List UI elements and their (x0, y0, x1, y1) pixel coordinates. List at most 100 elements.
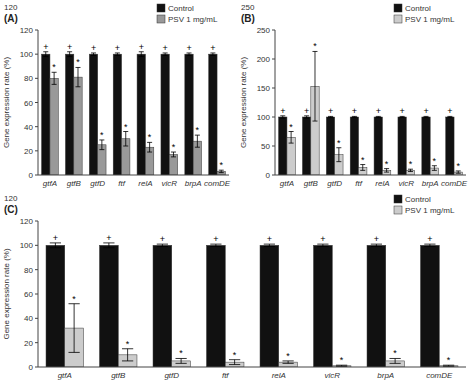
significance-marker: * (196, 125, 200, 135)
bar (65, 54, 73, 175)
error-bar (50, 243, 61, 248)
legend: Control PSV 1 mg/mL (394, 195, 455, 215)
x-tick-label: brpA (422, 179, 439, 188)
significance-marker: + (139, 42, 144, 52)
x-tick-label: gtfB (67, 179, 82, 188)
error-bar (312, 51, 317, 121)
bar (398, 117, 406, 175)
y-tick-label: 100 (20, 50, 34, 59)
legend-entry: PSV 1 mg/mL (405, 206, 455, 215)
significance-marker: + (352, 106, 357, 116)
y-tick-label: 0 (29, 363, 34, 372)
y-tick-label: 80 (24, 266, 33, 275)
error-bar (424, 244, 435, 246)
significance-marker: + (115, 43, 120, 53)
error-bar (443, 365, 454, 366)
x-tick-label: relA (375, 179, 389, 188)
significance-marker: * (340, 355, 344, 365)
y-tick-label: 150 (257, 84, 271, 93)
error-bar (304, 116, 309, 118)
y-axis-label: Gene expression rate (%) (2, 248, 11, 339)
significance-marker: + (106, 233, 111, 243)
x-tick-label: vicR (162, 179, 178, 188)
error-bar (280, 116, 285, 118)
y-tick-label: 0 (266, 171, 271, 180)
bar (374, 117, 382, 175)
significance-marker: * (313, 41, 317, 51)
legend-entry: Control (405, 195, 431, 204)
x-tick-label: relA (272, 371, 286, 380)
error-bar (219, 170, 224, 172)
bar (446, 117, 454, 175)
plot-area (42, 52, 226, 175)
error-bar (424, 116, 429, 117)
x-axis-line (38, 175, 229, 176)
bar (169, 154, 177, 175)
significance-marker: + (210, 43, 215, 53)
significance-marker: * (286, 351, 290, 361)
error-bar (187, 53, 192, 55)
x-tick-label: comDE (204, 179, 231, 188)
significance-marker: + (423, 106, 428, 116)
significance-marker: + (160, 234, 165, 244)
x-tick-label: gtfA (280, 179, 294, 188)
y-tick-label: 200 (257, 55, 271, 64)
x-tick-label: comDE (441, 179, 468, 188)
x-tick-label: gtfD (90, 179, 105, 188)
bar (302, 117, 310, 175)
plot-area (46, 243, 458, 367)
bar (279, 117, 287, 175)
error-bar (371, 244, 382, 246)
significance-marker: + (427, 234, 432, 244)
significance-marker: * (148, 132, 152, 142)
error-bar (336, 148, 341, 162)
plot-area (279, 51, 463, 175)
error-bar (447, 116, 452, 117)
y-tick-label: 100 (20, 241, 34, 250)
bar (42, 54, 50, 175)
legend-swatch (394, 4, 402, 12)
panel-annotation: 120 (4, 3, 18, 12)
x-tick-label: ftf (118, 179, 125, 188)
bar (367, 245, 386, 367)
y-axis-line (275, 30, 276, 175)
significance-marker: + (328, 106, 333, 116)
x-tick-label: brpA (185, 179, 202, 188)
bar (46, 245, 65, 367)
panel: 050100150200250Gene expression rate (%)+… (239, 3, 468, 188)
significance-marker: * (233, 350, 237, 360)
error-bar (289, 132, 294, 144)
legend-entry: PSV 1 mg/mL (168, 15, 218, 24)
bar (421, 245, 440, 367)
x-tick-label: ftf (355, 179, 362, 188)
panel-title: (A) (4, 13, 18, 24)
x-tick-label: vicR (399, 179, 415, 188)
legend-entry: Control (405, 4, 431, 13)
significance-marker: * (172, 142, 176, 152)
bar (326, 117, 334, 175)
error-bar (139, 52, 144, 57)
figure: 020406080100120Gene expression rate (%)+… (0, 0, 474, 383)
bar (113, 54, 121, 175)
significance-marker: * (76, 57, 80, 67)
y-tick-label: 50 (261, 142, 270, 151)
y-tick-label: 100 (257, 113, 271, 122)
error-bar (456, 171, 461, 173)
panel-annotation: 250 (241, 3, 255, 12)
bar (350, 117, 358, 175)
error-bar (157, 244, 168, 246)
significance-marker: * (337, 138, 341, 148)
bar-annotations: ++++++++******** (280, 41, 460, 170)
significance-marker: * (72, 294, 76, 304)
error-bar (432, 166, 437, 171)
error-bar (336, 365, 347, 366)
error-bar (210, 53, 215, 55)
bar (185, 54, 193, 175)
legend: ControlPSV 1 mg/mL (394, 4, 455, 24)
y-tick-label: 20 (24, 339, 33, 348)
x-tick-label: gtfA (43, 179, 57, 188)
y-tick-label: 40 (24, 314, 33, 323)
significance-marker: + (320, 234, 325, 244)
error-bar (99, 140, 104, 150)
error-bar (163, 53, 168, 55)
